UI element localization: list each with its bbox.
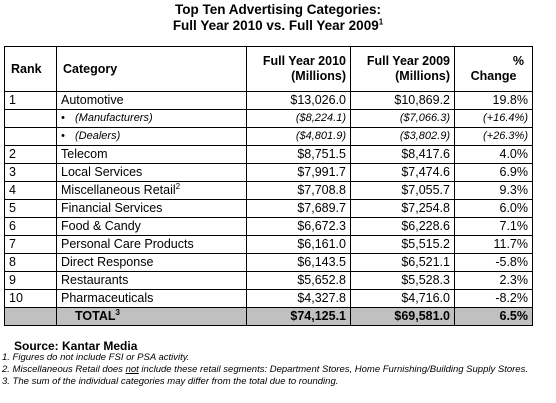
report-title: Top Ten Advertising Categories: Full Yea… xyxy=(0,2,556,34)
table-row: 5 Financial Services $7,689.7 $7,254.8 6… xyxy=(4,199,533,218)
table-row: 10 Pharmaceuticals $4,327.8 $4,716.0 -8.… xyxy=(4,289,533,308)
header-fy2009: Full Year 2009 (Millions) xyxy=(350,46,455,92)
title-footnote-ref: 1 xyxy=(378,17,384,27)
header-category: Category xyxy=(56,46,247,92)
table-row: 6 Food & Candy $6,672.3 $6,228.6 7.1% xyxy=(4,217,533,236)
header-fy2010: Full Year 2010 (Millions) xyxy=(246,46,351,92)
total-row: TOTAL3 $74,125.1 $69,581.0 6.5% xyxy=(4,307,533,326)
title-line-1: Top Ten Advertising Categories: xyxy=(174,2,382,17)
table-row: 3 Local Services $7,991.7 $7,474.6 6.9% xyxy=(4,163,533,182)
bullet-icon: • xyxy=(61,112,65,124)
header-row: Rank Category Full Year 2010 (Millions) F… xyxy=(4,46,533,92)
footnote-2: 2. Miscellaneous Retail does not include… xyxy=(2,364,528,375)
footnote-1: 1. Figures do not include FSI or PSA act… xyxy=(2,352,190,363)
header-rank: Rank xyxy=(4,46,57,92)
table-row-sub: • (Manufacturers) ($8,224.1) ($7,066.3) (… xyxy=(4,109,533,128)
title-line-2: Full Year 2010 vs. Full Year 20091 xyxy=(172,17,384,33)
table-row: 4 Miscellaneous Retail2 $7,708.8 $7,055.… xyxy=(4,181,533,200)
footnote-ref: 2 xyxy=(175,181,181,191)
table-row-sub: • (Dealers) ($4,801.9) ($3,802.9) (+26.3%… xyxy=(4,127,533,146)
footnote-3: 3. The sum of the individual categories … xyxy=(2,376,339,387)
advertising-table: Rank Category Full Year 2010 (Millions) F… xyxy=(4,46,533,326)
header-change: % Change xyxy=(454,46,533,92)
table-row: 7 Personal Care Products $6,161.0 $5,515… xyxy=(4,235,533,254)
bullet-icon: • xyxy=(61,130,65,142)
table-row: 9 Restaurants $5,652.8 $5,528.3 2.3% xyxy=(4,271,533,290)
footnotes: 1. Figures do not include FSI or PSA act… xyxy=(2,352,554,388)
table-row: 8 Direct Response $6,143.5 $6,521.1 -5.8… xyxy=(4,253,533,272)
table-row: 1 Automotive $13,026.0 $10,869.2 19.8% xyxy=(4,91,533,110)
footnote-ref: 3 xyxy=(115,307,120,317)
table-row: 2 Telecom $8,751.5 $8,417.6 4.0% xyxy=(4,145,533,164)
source-line: Source: Kantar Media xyxy=(14,339,138,353)
